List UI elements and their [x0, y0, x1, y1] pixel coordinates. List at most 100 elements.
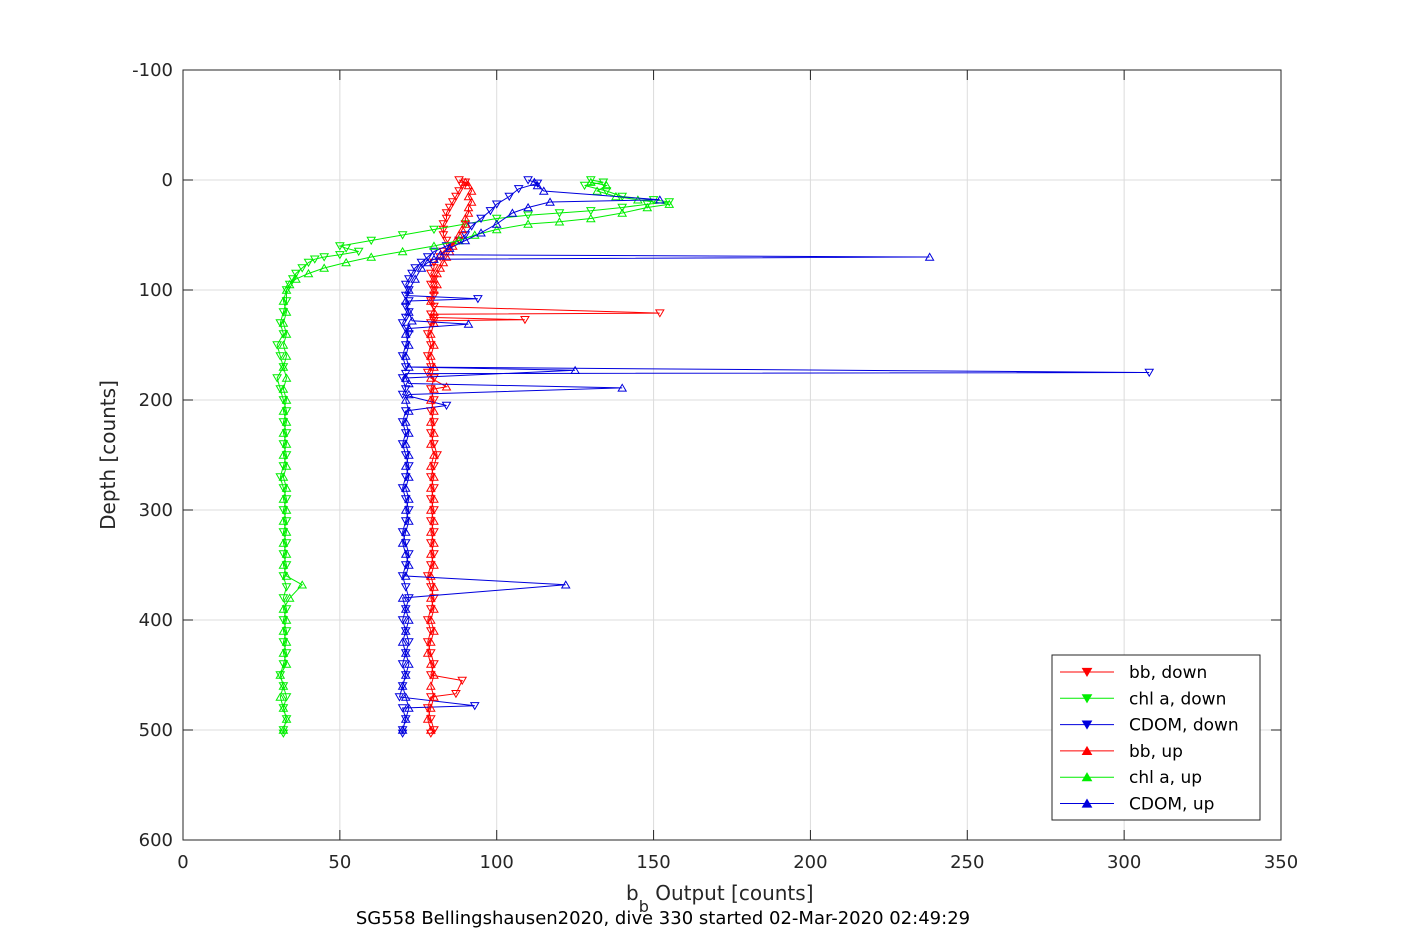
data-point: [422, 638, 433, 647]
data-point: [281, 549, 292, 558]
data-point: [429, 516, 439, 525]
data-point: [397, 681, 408, 690]
data-point: [425, 329, 436, 338]
data-point: [403, 516, 414, 525]
y-axis-label: Depth [counts]: [96, 380, 120, 530]
data-point: [278, 308, 289, 317]
data-point: [400, 429, 411, 438]
data-point: [272, 374, 282, 383]
data-point: [425, 539, 436, 548]
data-point: [397, 725, 408, 734]
data-point: [281, 329, 292, 338]
legend-entry: chl a, down: [1060, 689, 1226, 709]
data-point: [400, 539, 411, 548]
data-point: [491, 224, 502, 234]
data-point: [397, 484, 408, 493]
data-point: [642, 202, 653, 212]
data-point: [397, 637, 408, 646]
data-point: [400, 417, 411, 426]
data-point: [523, 202, 533, 212]
data-point: [400, 670, 411, 679]
data-point: [441, 214, 452, 224]
data-point: [403, 330, 414, 339]
series-chl-a-down: [272, 176, 675, 738]
x-tick-label: 150: [636, 852, 670, 873]
data-point: [272, 341, 282, 350]
data-point: [454, 187, 464, 196]
data-point: [425, 549, 436, 558]
data-point: [281, 527, 292, 536]
data-point: [400, 329, 411, 338]
data-point: [397, 660, 408, 669]
data-point: [284, 279, 295, 289]
y-tick-label: 0: [162, 170, 173, 191]
data-point: [275, 692, 286, 701]
data-point: [654, 309, 665, 318]
data-point: [278, 681, 289, 690]
data-point: [319, 253, 330, 262]
y-tick-label: 100: [139, 280, 173, 301]
data-point: [291, 274, 301, 283]
data-point: [429, 528, 439, 537]
series-cdom-up: [397, 177, 935, 734]
legend-label: chl a, down: [1129, 689, 1226, 709]
data-point: [425, 483, 436, 492]
data-point: [403, 275, 414, 284]
data-point: [400, 483, 411, 492]
legend-label: CDOM, down: [1129, 716, 1239, 736]
data-point: [278, 725, 289, 734]
data-point: [617, 203, 628, 213]
legend-swatch-marker: [1081, 772, 1093, 782]
data-point: [281, 461, 292, 470]
data-point: [425, 351, 436, 360]
x-tick-label: 50: [328, 852, 351, 873]
data-point: [425, 385, 436, 394]
data-point: [463, 202, 474, 212]
data-point: [601, 180, 612, 190]
data-point: [341, 244, 352, 253]
data-point: [334, 251, 345, 260]
data-point: [400, 517, 411, 526]
legend-entry: chl a, up: [1060, 768, 1202, 788]
data-point: [278, 550, 289, 559]
series-cdom-down: [394, 176, 1155, 738]
data-point: [403, 389, 414, 399]
data-point: [476, 228, 486, 237]
data-point: [598, 178, 609, 187]
data-point: [278, 638, 289, 647]
data-point: [278, 594, 289, 603]
data-point: [425, 439, 436, 448]
data-point: [278, 648, 289, 657]
data-point: [545, 197, 555, 206]
data-point: [507, 208, 518, 217]
data-point: [403, 550, 414, 559]
data-point: [429, 484, 439, 493]
data-point: [924, 252, 935, 261]
data-point: [473, 295, 483, 304]
data-point: [425, 269, 436, 279]
data-point: [353, 247, 364, 257]
data-point: [278, 703, 289, 712]
data-point: [403, 594, 414, 603]
data-point: [400, 451, 411, 460]
data-point: [366, 236, 377, 246]
data-point: [429, 538, 439, 547]
data-point: [319, 263, 330, 272]
data-point: [281, 307, 292, 316]
data-point: [281, 285, 292, 294]
data-point: [429, 307, 439, 316]
data-point: [400, 341, 411, 350]
data-point: [601, 187, 612, 196]
data-point: [400, 561, 411, 570]
data-point: [432, 268, 442, 278]
data-point: [281, 539, 292, 548]
data-point: [278, 484, 289, 493]
legend-entry: CDOM, down: [1060, 716, 1239, 736]
data-point: [504, 192, 515, 202]
data-point: [425, 659, 436, 668]
data-point: [463, 191, 474, 201]
data-point: [400, 549, 411, 558]
data-point: [281, 505, 292, 514]
data-point: [334, 242, 345, 251]
